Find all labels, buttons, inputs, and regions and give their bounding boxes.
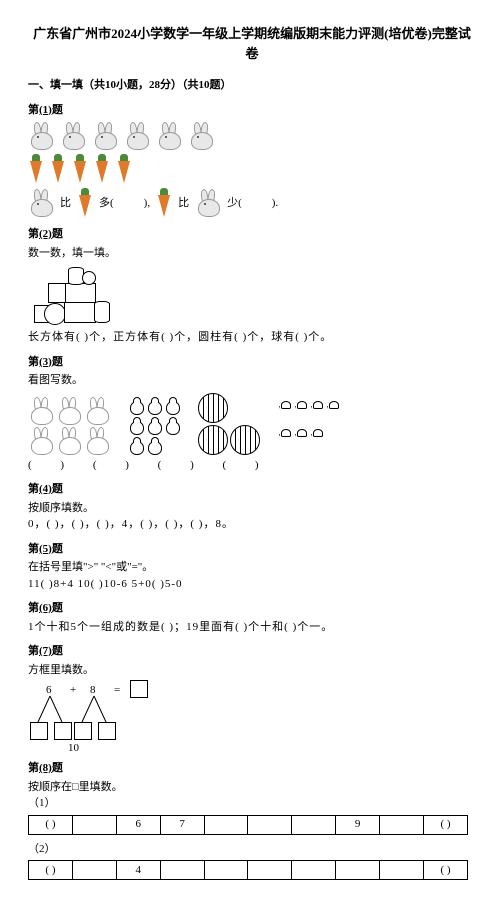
- seq-cell[interactable]: [248, 815, 292, 834]
- q2-blocks-figure: [34, 265, 118, 325]
- seq-cell[interactable]: [380, 815, 424, 834]
- q3-intro: 看图写数。: [28, 372, 476, 389]
- carrot-icon: [116, 154, 132, 184]
- rabbit-icon: [60, 122, 86, 150]
- seq-cell: 4: [116, 861, 160, 880]
- seq-cell[interactable]: [336, 861, 380, 880]
- q1-s5: ).: [272, 195, 278, 212]
- q5-label: 第(5)题: [28, 541, 476, 558]
- q8-sub2: （2）: [28, 841, 476, 858]
- q7-box-2[interactable]: [54, 722, 72, 740]
- rabbit-icon: [28, 122, 54, 150]
- seq-cell[interactable]: [72, 815, 116, 834]
- seq-cell: 7: [160, 815, 204, 834]
- seq-cell[interactable]: [248, 861, 292, 880]
- seq-cell[interactable]: ( ): [29, 861, 73, 880]
- page-title: 广东省广州市2024小学数学一年级上学期统编版期末能力评测(培优卷)完整试卷: [28, 24, 476, 63]
- seq-cell[interactable]: [380, 861, 424, 880]
- carrot-icon: [94, 154, 110, 184]
- seq-cell[interactable]: [292, 861, 336, 880]
- q3-rabbits: [28, 397, 110, 455]
- rabbit-icon: [28, 189, 54, 217]
- rabbit-icon: [92, 122, 118, 150]
- q1-s4: 少(: [227, 195, 242, 212]
- carrot-icon: [77, 188, 93, 218]
- seq-cell[interactable]: [292, 815, 336, 834]
- q5-intro: 在括号里填">" "<"或"="。: [28, 559, 476, 576]
- seq-cell: 9: [336, 815, 380, 834]
- seq-cell[interactable]: ( ): [424, 861, 468, 880]
- q8-table-1: ( ) 67 9 ( ): [28, 815, 468, 835]
- q8-sub1: （1）: [28, 795, 476, 812]
- rabbit-icon: [124, 122, 150, 150]
- q8-intro: 按顺序在□里填数。: [28, 779, 476, 796]
- carrot-icon: [156, 188, 172, 218]
- q4-line[interactable]: 0，( )，( )，( )，4，( )，( )，( )，8。: [28, 516, 476, 533]
- q4-label: 第(4)题: [28, 481, 476, 498]
- rabbit-icon: [156, 122, 182, 150]
- q2-answer-line[interactable]: 长方体有( )个，正方体有( )个，圆柱有( )个，球有( )个。: [28, 329, 476, 346]
- q1-s0: 比: [60, 195, 71, 212]
- rabbit-icon: [188, 122, 214, 150]
- carrot-icon: [50, 154, 66, 184]
- seq-cell[interactable]: [72, 861, 116, 880]
- q6-line[interactable]: 1个十和5个一组成的数是( )；19里面有( )个十和( )个一。: [28, 619, 476, 636]
- q5-line[interactable]: 11( )8+4 10( )10-6 5+0( )5-0: [28, 576, 476, 593]
- q7-box-3[interactable]: [74, 722, 92, 740]
- q3-figure-row: [28, 393, 476, 455]
- q1-label-num: (1): [39, 104, 52, 116]
- carrot-icon: [28, 154, 44, 184]
- seq-cell[interactable]: [160, 861, 204, 880]
- q7-right-top: 8: [90, 682, 96, 699]
- rabbit-icon: [195, 189, 221, 217]
- q3-label: 第(3)题: [28, 354, 476, 371]
- q7-label: 第(7)题: [28, 643, 476, 660]
- q1-sentence: 比 多( ), 比 少( ).: [28, 188, 476, 218]
- q3-carrots: [278, 401, 340, 455]
- q2-label: 第(2)题: [28, 226, 476, 243]
- section-heading: 一、填一填（共10小题，28分）（共10题）: [28, 77, 476, 94]
- q1-label-suf: 题: [52, 104, 63, 116]
- q7-intro: 方框里填数。: [28, 662, 476, 679]
- q1-rabbits-row: [28, 122, 476, 150]
- carrot-icon: [72, 154, 88, 184]
- q7-tree: 6 + 8 = 10: [32, 682, 172, 752]
- q1-carrots-row: [28, 154, 476, 184]
- q7-result-box[interactable]: [130, 680, 148, 698]
- q6-label: 第(6)题: [28, 600, 476, 617]
- q3-fruits: [128, 397, 180, 455]
- seq-cell[interactable]: [204, 815, 248, 834]
- seq-cell[interactable]: ( ): [29, 815, 73, 834]
- seq-cell[interactable]: [204, 861, 248, 880]
- q8-table-2: ( ) 4 ( ): [28, 860, 468, 880]
- q4-intro: 按顺序填数。: [28, 500, 476, 517]
- q7-equals: =: [114, 682, 120, 699]
- q7-plus: +: [70, 682, 76, 699]
- q7-box-1[interactable]: [30, 722, 48, 740]
- q7-left-top: 6: [46, 682, 52, 699]
- seq-cell[interactable]: ( ): [424, 815, 468, 834]
- q7-box-4[interactable]: [98, 722, 116, 740]
- q3-melons: [198, 393, 260, 455]
- q8-label: 第(8)题: [28, 760, 476, 777]
- q2-intro: 数一数，填一填。: [28, 245, 476, 262]
- q7-bottom: 10: [68, 740, 79, 757]
- q1-label-pre: 第: [28, 104, 39, 116]
- seq-cell: 6: [116, 815, 160, 834]
- q1-s1: 多(: [99, 195, 114, 212]
- q3-answer-line[interactable]: ( ) ( ) ( ) ( ): [28, 457, 476, 474]
- q1-s3: 比: [178, 195, 189, 212]
- q1-s2: ),: [144, 195, 150, 212]
- q1-label: 第(1)题: [28, 102, 476, 119]
